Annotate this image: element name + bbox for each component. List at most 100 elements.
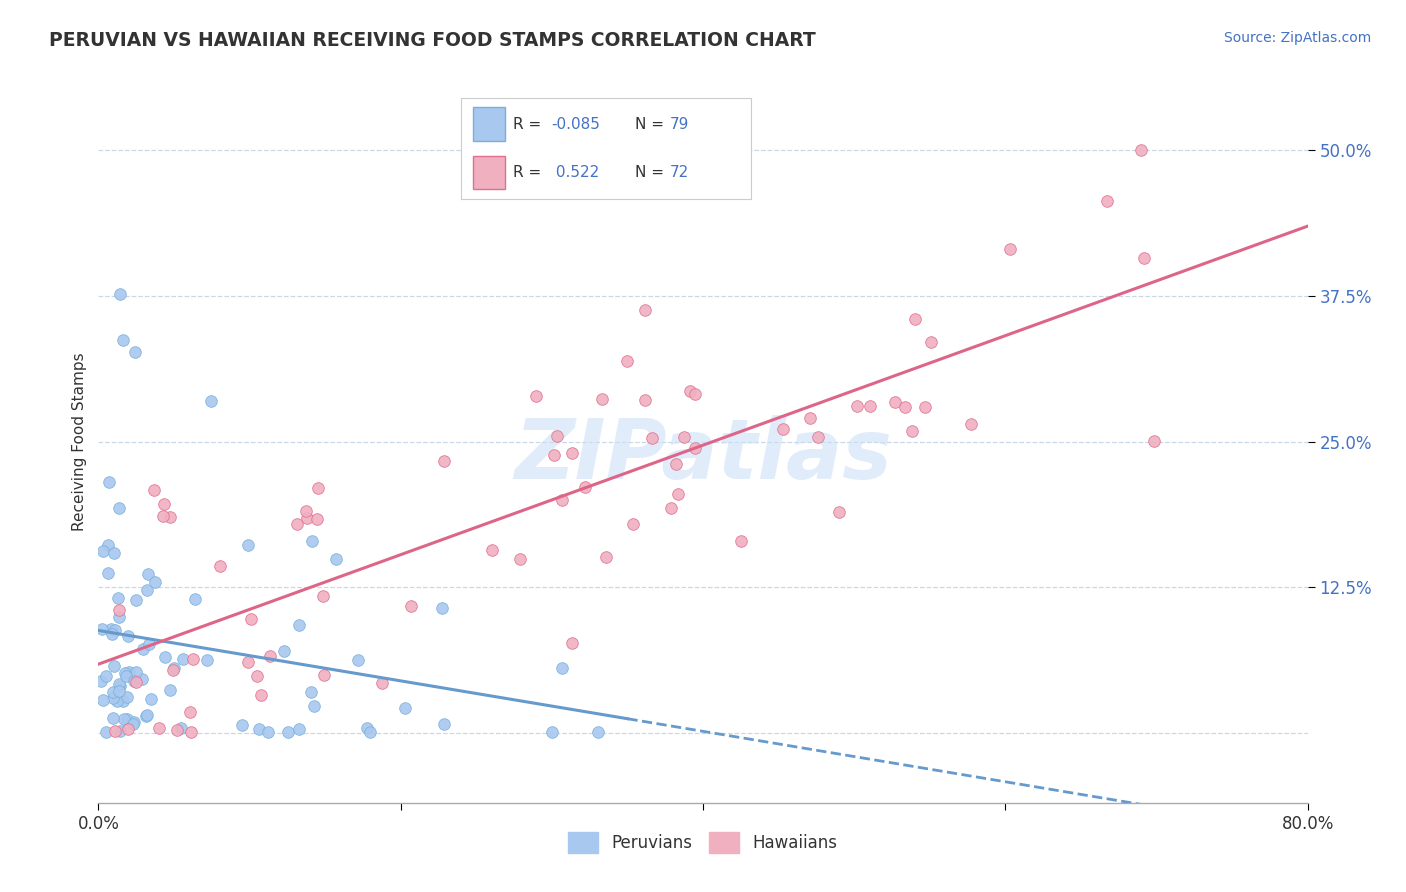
Point [91, 622, 114, 636]
Point [1132, 252, 1154, 266]
Point [110, 287, 132, 301]
Point [159, 510, 181, 524]
Point [433, 716, 456, 731]
Text: PERUVIAN VS HAWAIIAN RECEIVING FOOD STAMPS CORRELATION CHART: PERUVIAN VS HAWAIIAN RECEIVING FOOD STAM… [49, 31, 815, 50]
Point [108, 724, 131, 739]
Point [125, 593, 148, 607]
Point [112, 712, 135, 726]
Point [100, 627, 122, 641]
Point [346, 652, 368, 666]
Point [107, 683, 129, 698]
Point [595, 550, 617, 565]
Point [1129, 143, 1152, 157]
Point [799, 410, 821, 425]
Point [105, 694, 128, 708]
Point [301, 533, 323, 548]
Point [180, 724, 202, 739]
Point [904, 312, 927, 326]
Point [143, 575, 166, 590]
Point [159, 682, 181, 697]
Point [920, 335, 942, 350]
Point [247, 722, 270, 736]
Point [859, 399, 882, 413]
Point [772, 422, 794, 436]
Point [108, 500, 131, 515]
Point [179, 705, 201, 719]
Point [135, 709, 157, 723]
Point [659, 500, 682, 515]
Point [634, 302, 657, 317]
Point [136, 582, 159, 597]
Point [551, 492, 574, 507]
Point [112, 333, 135, 347]
Point [546, 429, 568, 443]
Point [114, 665, 136, 680]
Point [277, 724, 299, 739]
Point [246, 669, 269, 683]
Point [153, 649, 176, 664]
Point [325, 552, 347, 566]
Point [295, 510, 318, 524]
Point [312, 589, 335, 603]
Point [541, 724, 564, 739]
Point [998, 242, 1021, 256]
Point [240, 612, 263, 626]
Point [108, 609, 131, 624]
Point [142, 483, 165, 497]
Point [828, 505, 851, 519]
Point [138, 637, 160, 651]
Point [641, 431, 664, 445]
Point [122, 716, 145, 731]
Point [543, 449, 565, 463]
Point [551, 661, 574, 675]
Point [117, 630, 139, 644]
Point [117, 722, 139, 736]
Point [256, 724, 278, 739]
Legend: Peruvians, Hawaiians: Peruvians, Hawaiians [561, 826, 845, 860]
Point [152, 497, 174, 511]
Point [101, 685, 124, 699]
Point [163, 660, 186, 674]
Point [148, 721, 170, 735]
Point [97, 538, 120, 552]
Point [666, 487, 689, 501]
Point [394, 701, 416, 715]
Point [104, 723, 127, 738]
Point [287, 722, 309, 736]
Point [683, 441, 706, 455]
Point [136, 566, 159, 581]
Point [166, 723, 188, 737]
Point [432, 601, 454, 615]
Point [634, 393, 657, 408]
Point [115, 712, 138, 726]
Point [294, 504, 316, 518]
Point [561, 445, 583, 459]
Point [208, 559, 231, 574]
Point [561, 636, 583, 650]
Point [172, 651, 194, 665]
Point [125, 675, 148, 690]
Point [141, 692, 163, 706]
Point [586, 724, 609, 739]
Point [91, 693, 114, 707]
Point [170, 721, 193, 735]
Point [162, 663, 184, 677]
Point [181, 652, 204, 666]
Point [100, 622, 122, 636]
Point [901, 424, 924, 438]
Point [307, 481, 329, 495]
Point [231, 718, 253, 732]
Point [673, 430, 696, 444]
Point [574, 480, 596, 494]
Point [312, 668, 335, 682]
Point [273, 643, 295, 657]
Point [152, 508, 174, 523]
Point [184, 591, 207, 606]
Point [94, 724, 117, 739]
Point [115, 669, 138, 683]
Point [894, 400, 917, 414]
Point [236, 655, 259, 669]
Point [197, 653, 219, 667]
Point [356, 722, 378, 736]
Point [115, 690, 138, 704]
